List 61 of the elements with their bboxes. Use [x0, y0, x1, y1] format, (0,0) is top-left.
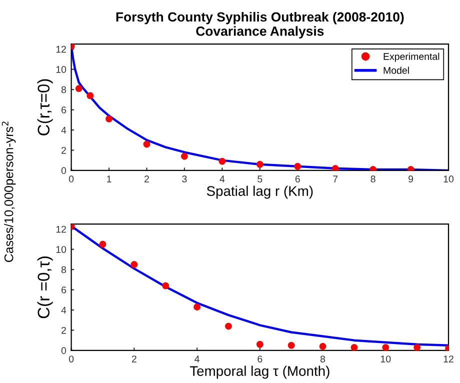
point: [350, 344, 358, 350]
chart-title: Forsyth County Syphilis Outbreak (2008-2010): [116, 12, 404, 24]
x-tick-label: 2: [132, 356, 136, 362]
x-tick-label: 6: [295, 176, 300, 182]
x-tick-label: 8: [370, 176, 376, 182]
point: [143, 140, 150, 148]
y-tick-label: 0: [61, 167, 66, 174]
y-tick-label: 8: [61, 266, 66, 274]
x-tick-label: 7: [333, 176, 338, 182]
x-tick-label: 8: [320, 356, 326, 362]
y-tick-label: 8: [61, 86, 66, 94]
x-axis-title: Temporal lag τ (Month): [190, 366, 330, 379]
legend-label: Experimental: [384, 52, 440, 62]
y-tick-label: 12: [56, 226, 66, 233]
y-tick-label: 2: [62, 326, 66, 334]
y-tick-label: 6: [62, 106, 66, 114]
point: [414, 344, 421, 350]
x-tick-label: 10: [444, 176, 454, 182]
point: [194, 303, 201, 310]
y-tick-label: 4: [61, 306, 66, 314]
x-tick-label: 9: [408, 176, 414, 182]
x-tick-label: 0: [68, 356, 74, 362]
x-tick-label: 4: [220, 176, 225, 182]
x-tick-label: 0: [68, 176, 74, 182]
point: [130, 261, 138, 268]
y-axis-title: C(r =0,τ): [37, 256, 53, 318]
x-tick-label: 12: [444, 356, 454, 362]
x-tick-label: 1: [107, 176, 112, 182]
point: [332, 164, 339, 170]
point: [99, 240, 106, 248]
x-tick-label: 2: [144, 176, 149, 182]
y-tick-label: 0: [61, 347, 66, 354]
chart-subtitle: Covariance Analysis: [196, 26, 324, 38]
point: [180, 152, 188, 160]
point: [162, 282, 170, 290]
x-tick-label: 4: [194, 356, 200, 362]
point: [294, 162, 302, 170]
y-tick-label: 10: [56, 246, 66, 253]
point: [75, 85, 82, 92]
legend-label: Model: [384, 66, 409, 74]
point: [256, 160, 264, 168]
point: [319, 342, 326, 350]
x-tick-label: 6: [258, 356, 262, 362]
point: [218, 158, 226, 165]
point: [86, 92, 94, 100]
x-tick-label: 10: [380, 356, 391, 362]
x-tick-label: 5: [258, 176, 262, 182]
point: [256, 340, 264, 348]
y-tick-label: 2: [62, 146, 66, 154]
x-axis-title: Spatial lag r (Km): [206, 186, 313, 199]
y-tick-label: 10: [56, 66, 66, 73]
point: [288, 342, 295, 349]
x-tick-label: 3: [182, 176, 187, 182]
point: [106, 115, 112, 122]
y-tick-label: 6: [62, 286, 66, 294]
y-axis-title: C(r,τ=0): [37, 79, 53, 136]
text: Cases/10,000person-yrs$^{2}$: [2, 122, 16, 262]
y-tick-label: 12: [56, 46, 66, 53]
y-tick-label: 4: [61, 126, 66, 134]
point: [382, 344, 390, 350]
point: [224, 322, 232, 330]
